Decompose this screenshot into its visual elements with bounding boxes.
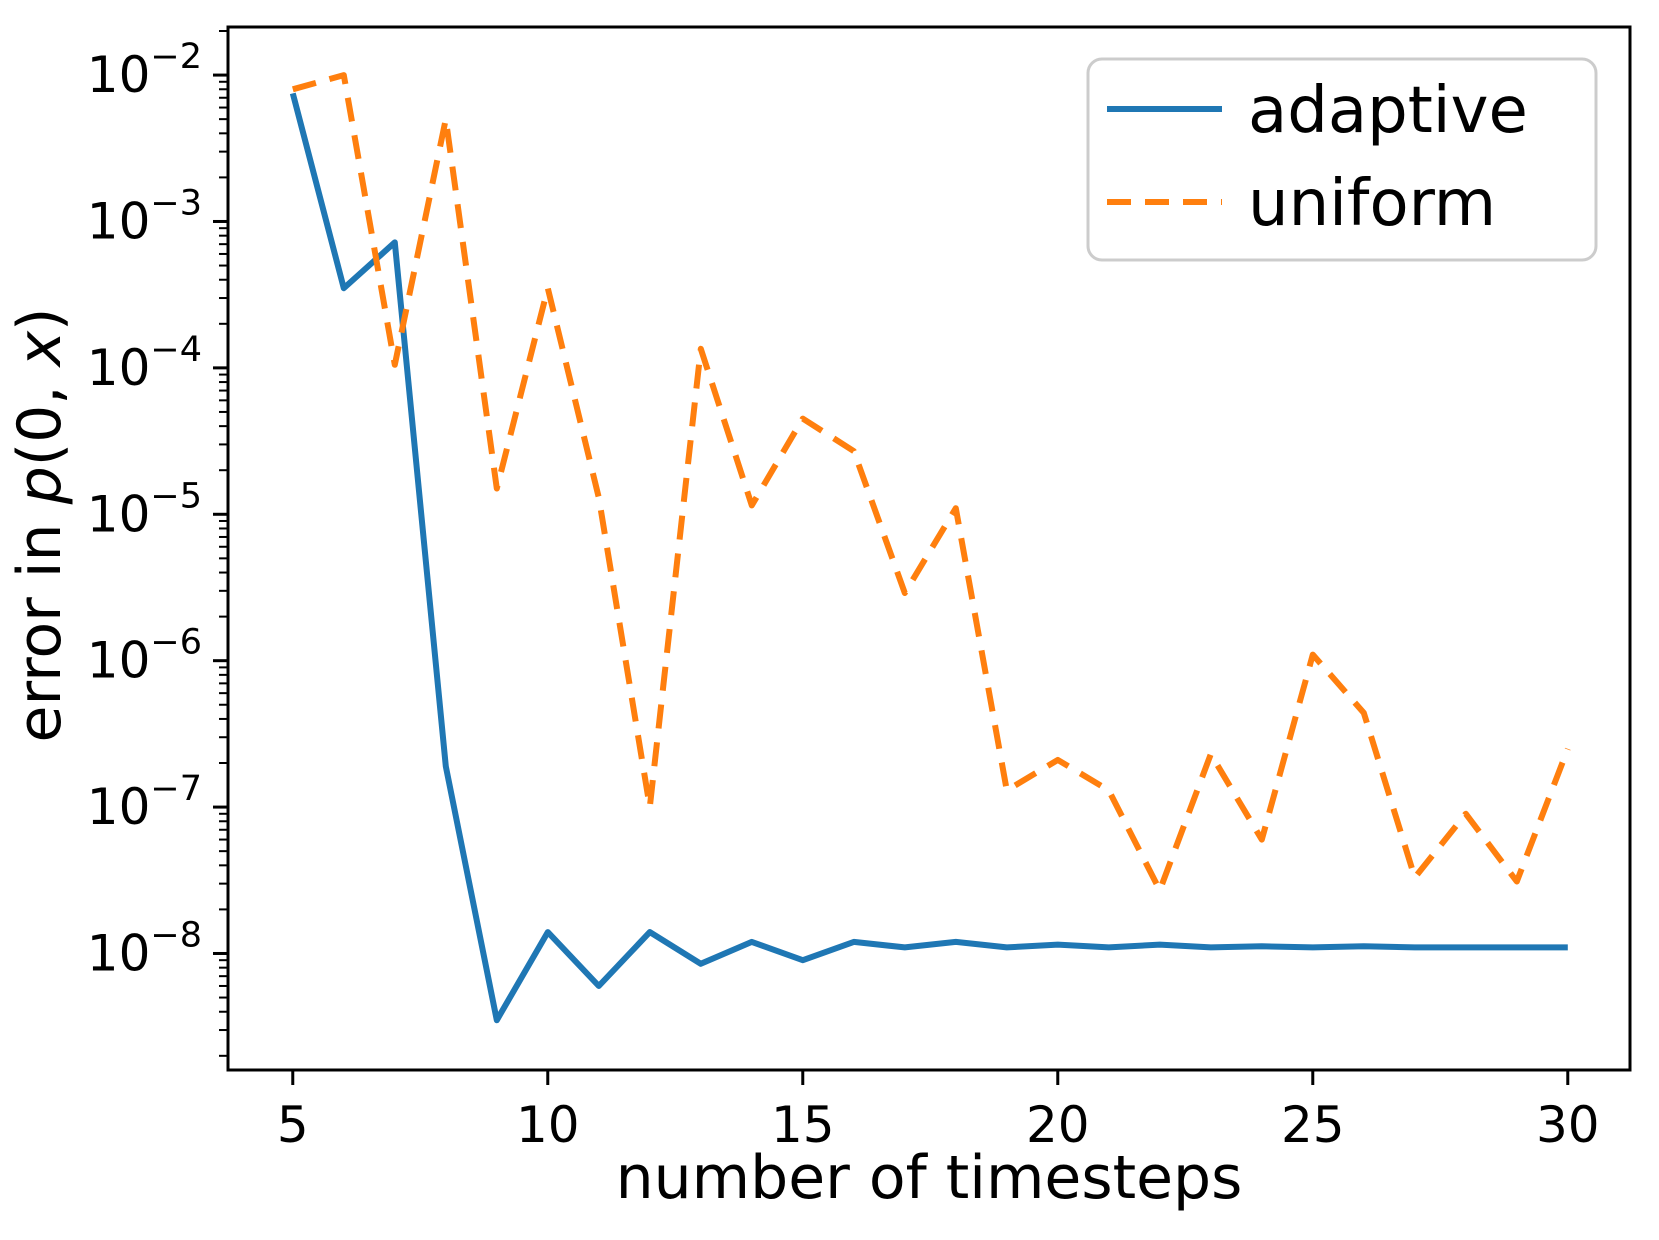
y-tick-label: 10−7	[87, 769, 202, 836]
adaptive-line	[289, 92, 1568, 1024]
y-tick-label: 10−2	[87, 37, 202, 104]
y-tick-label: 10−5	[87, 476, 202, 543]
x-tick-label: 5	[277, 1096, 309, 1154]
y-tick-label: 10−8	[87, 915, 202, 982]
plot-frame	[226, 25, 1632, 1072]
y-tick-label: 10−6	[87, 623, 202, 690]
y-tick-label: 10−3	[87, 183, 202, 250]
axis-tick-labels: 5 10 15 20 25 30 10−2 10−3 10−4 10−5 10−6 10−7 10−8	[87, 37, 1600, 1154]
y-tick-label: 10−4	[87, 330, 202, 397]
y-axis-label: error in p(0, x)	[5, 308, 75, 743]
x-tick-label: 15	[771, 1096, 835, 1154]
legend: adaptive uniform	[1086, 57, 1598, 262]
x-tick-label: 10	[516, 1096, 580, 1154]
uniform-line	[291, 72, 1571, 894]
axis-ticks	[213, 30, 1570, 1085]
data-lines	[289, 72, 1571, 1024]
legend-label-uniform: uniform	[1248, 167, 1496, 241]
x-tick-label: 25	[1281, 1096, 1345, 1154]
x-tick-label: 30	[1536, 1096, 1600, 1154]
x-axis-label: number of timesteps	[616, 1143, 1243, 1213]
x-tick-label: 20	[1026, 1096, 1090, 1154]
legend-label-adaptive: adaptive	[1248, 74, 1528, 148]
